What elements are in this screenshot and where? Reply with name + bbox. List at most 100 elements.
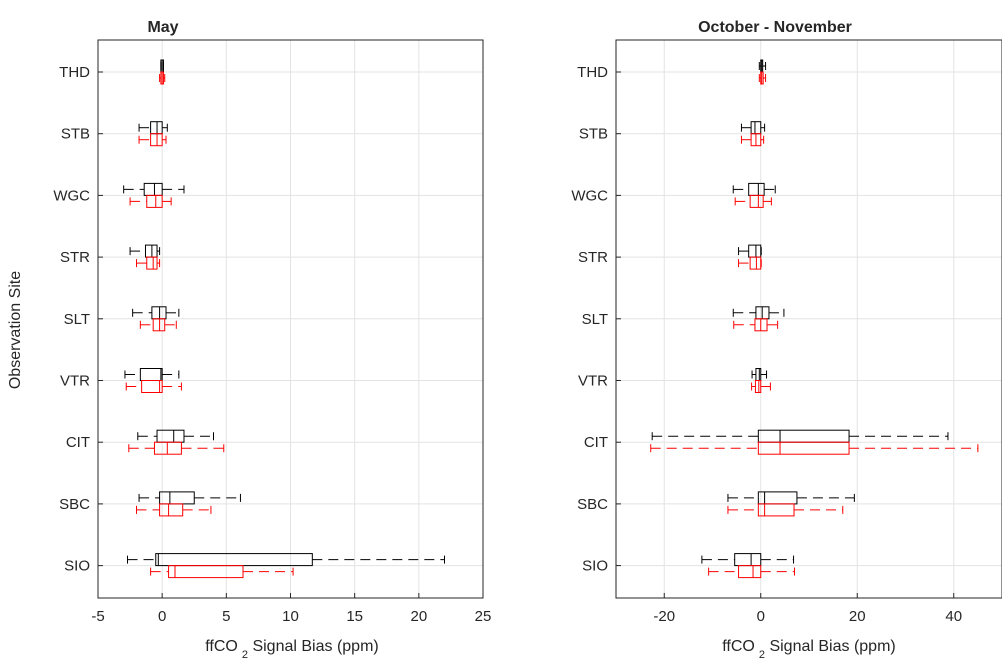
box: [146, 256, 158, 270]
box: [755, 368, 762, 381]
boxplot: [139, 318, 177, 332]
x-tick-label: 15: [346, 608, 363, 625]
boxplot: [751, 368, 768, 381]
y-tick-label: STB: [579, 126, 608, 143]
box: [757, 429, 850, 443]
box: [141, 380, 163, 393]
box: [159, 503, 184, 517]
boxplot: [124, 368, 180, 381]
box: [749, 256, 762, 270]
boxplot: [650, 441, 979, 455]
x-tick-labels: -20 0 20 40: [653, 608, 962, 625]
y-tick-label: WGC: [571, 187, 608, 204]
panel-may: May -5 0 5 10 15 20 25 THD STB WGC STR SLT VTR CIT SB…: [7, 19, 491, 661]
boxplot: [138, 121, 168, 135]
box: [150, 121, 163, 135]
boxplot: [138, 133, 167, 147]
chart-title: May: [147, 19, 178, 36]
box: [748, 244, 762, 258]
y-tick-label: SLT: [582, 311, 608, 328]
y-tick-labels: THD STB WGC STR SLT VTR CIT SBC SIO: [53, 64, 90, 575]
boxplot: [740, 121, 766, 135]
y-tick-label: THD: [59, 64, 90, 81]
x-tick-label: 5: [222, 608, 230, 625]
box: [150, 133, 163, 147]
y-tick-label: CIT: [584, 434, 608, 451]
box: [749, 194, 764, 208]
boxplot: [160, 59, 164, 73]
boxplot: [758, 71, 767, 85]
boxplots: [650, 59, 979, 579]
box: [757, 441, 850, 455]
panel-october-november: October - November -20 0 20 40 THD STB WGC STR…: [571, 19, 1002, 661]
boxplot: [150, 565, 294, 579]
box: [155, 553, 313, 567]
boxplot: [727, 491, 855, 505]
y-tick-label: STR: [578, 249, 608, 266]
x-axis-label-prefix: ffCO: [722, 638, 755, 655]
box: [144, 244, 158, 258]
box: [143, 182, 163, 196]
ticks: [97, 71, 484, 598]
boxplot: [128, 441, 225, 455]
box: [146, 194, 163, 208]
y-tick-labels: THD STB WGC STR SLT VTR CIT SBC SIO: [571, 64, 608, 575]
x-tick-label: -5: [91, 608, 104, 625]
box: [156, 429, 185, 443]
x-axis-label-suffix: Signal Bias (ppm): [248, 638, 379, 655]
boxplot: [127, 553, 445, 567]
boxplot: [734, 194, 772, 208]
grid: [616, 40, 1002, 598]
boxplot: [733, 318, 779, 332]
boxplot: [738, 256, 762, 270]
x-tick-labels: -5 0 5 10 15 20 25: [91, 608, 491, 625]
y-tick-label: CIT: [66, 434, 90, 451]
y-tick-label: STR: [60, 249, 90, 266]
box: [153, 441, 182, 455]
boxplot: [751, 380, 771, 393]
boxplot: [732, 182, 776, 196]
boxplot: [136, 256, 161, 270]
boxplot: [708, 565, 796, 579]
box: [750, 121, 762, 135]
x-axis-label-suffix: Signal Bias (ppm): [765, 638, 896, 655]
box: [738, 565, 762, 579]
box: [159, 491, 195, 505]
x-tick-label: 25: [475, 608, 492, 625]
y-tick-label: SIO: [64, 558, 90, 575]
x-axis-label: ffCO 2 Signal Bias (ppm): [722, 638, 895, 661]
box: [734, 553, 762, 567]
y-tick-label: SBC: [59, 496, 90, 513]
boxplot: [740, 133, 765, 147]
boxplot: [701, 553, 795, 567]
box: [168, 565, 244, 579]
box: [151, 306, 167, 320]
boxplot: [132, 306, 180, 320]
boxplots: [123, 59, 445, 579]
boxplot: [651, 429, 949, 443]
x-tick-label: 40: [945, 608, 962, 625]
chart-title: October - November: [698, 19, 852, 36]
x-tick-label: 20: [410, 608, 427, 625]
box: [754, 380, 762, 393]
boxplot: [123, 182, 185, 196]
x-tick-label: 0: [757, 608, 765, 625]
y-tick-label: VTR: [578, 373, 608, 390]
boxplot: [138, 491, 241, 505]
boxplot: [136, 503, 212, 517]
x-tick-label: -20: [653, 608, 675, 625]
x-tick-label: 20: [849, 608, 866, 625]
ticks: [616, 71, 955, 598]
box: [748, 182, 765, 196]
boxplot: [129, 194, 172, 208]
y-tick-label: STB: [61, 126, 90, 143]
boxplot: [159, 71, 166, 85]
y-tick-label: SBC: [577, 496, 608, 513]
x-axis-label-subscript: 2: [242, 649, 248, 661]
y-axis-label: Observation Site: [7, 271, 24, 389]
boxplot: [137, 429, 214, 443]
y-tick-label: VTR: [60, 373, 90, 390]
y-tick-label: SLT: [64, 311, 90, 328]
boxplot: [129, 244, 161, 258]
